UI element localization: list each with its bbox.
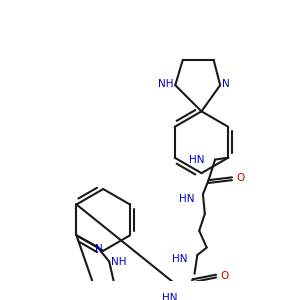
Text: N: N: [95, 244, 103, 254]
Text: NH: NH: [158, 79, 173, 89]
Text: HN: HN: [172, 254, 187, 264]
Text: O: O: [220, 271, 229, 281]
Text: N: N: [222, 79, 230, 89]
Text: HN: HN: [189, 154, 205, 165]
Text: HN: HN: [179, 194, 194, 204]
Text: O: O: [236, 173, 244, 183]
Text: HN: HN: [162, 293, 178, 300]
Text: NH: NH: [111, 256, 127, 267]
